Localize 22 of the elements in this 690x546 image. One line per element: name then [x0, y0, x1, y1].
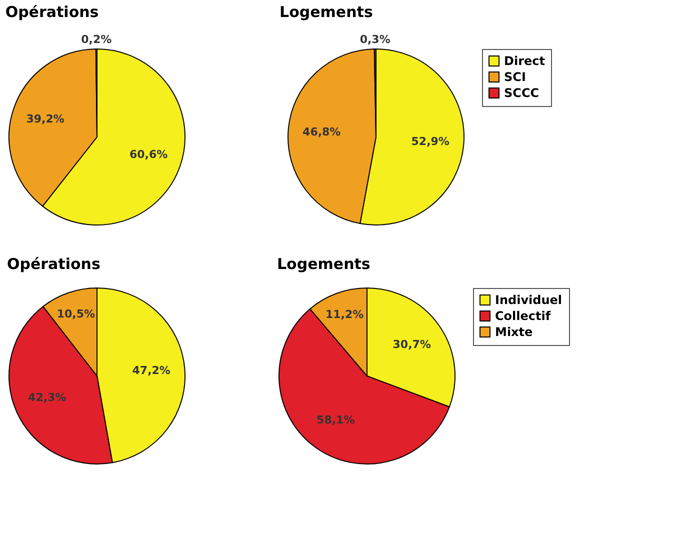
legend-label: SCCC [504, 86, 540, 100]
data-label: 30,7% [392, 338, 431, 351]
data-label: 60,6% [129, 148, 168, 161]
chart-title: Logements [277, 255, 370, 273]
data-label: 11,2% [325, 308, 364, 321]
data-label: 42,3% [28, 391, 66, 404]
data-label: 39,2% [26, 112, 64, 126]
data-label: 52,9% [411, 134, 450, 148]
data-label: 10,5% [56, 307, 95, 320]
data-label: 46,8% [302, 126, 341, 139]
chart-title: Opérations [5, 3, 99, 22]
data-label: 0,2% [81, 33, 112, 46]
chart-title: Opérations [7, 255, 100, 273]
legend-label: Collectif [495, 309, 552, 323]
data-label: 58,1% [316, 414, 355, 427]
legend-label: Mixte [495, 325, 533, 339]
data-label: 47,2% [132, 364, 170, 378]
legend-label: Individuel [495, 293, 562, 307]
legend-label: Direct [504, 54, 546, 68]
legend-label: SCI [504, 70, 526, 84]
data-label: 0,3% [360, 33, 390, 46]
chart-title: Logements [280, 3, 373, 22]
